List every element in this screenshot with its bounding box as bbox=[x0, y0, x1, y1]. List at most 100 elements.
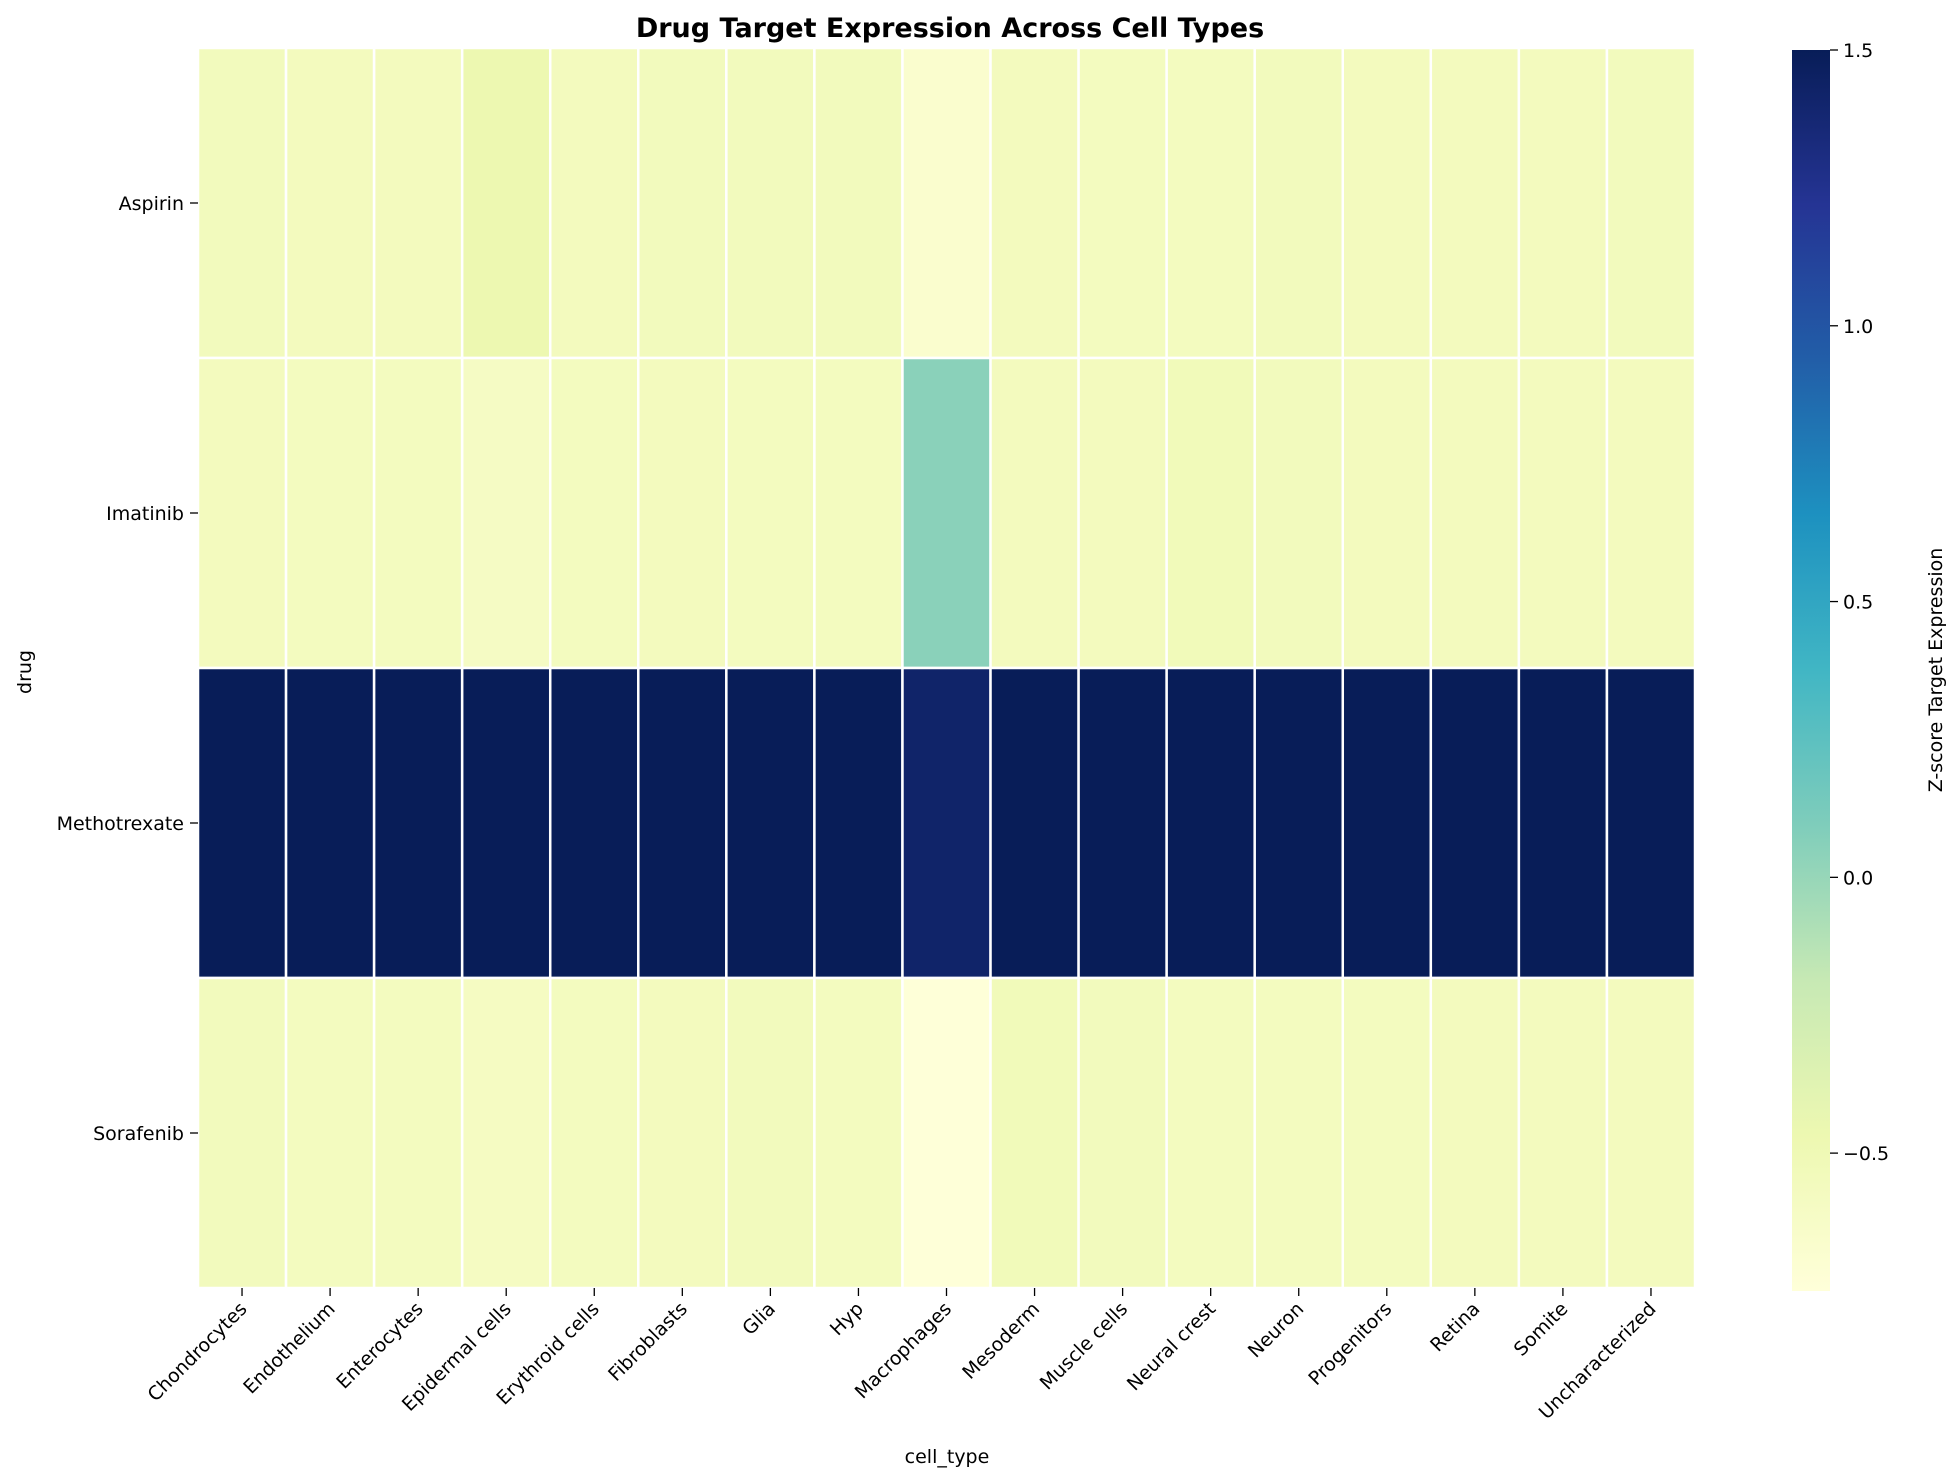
heatmap-cell-methotrexate-fibroblasts bbox=[637, 666, 728, 980]
y-axis-label: drug bbox=[14, 650, 36, 694]
heatmap-cell-methotrexate-glia bbox=[725, 666, 816, 980]
y-tick-label-methotrexate: Methotrexate bbox=[57, 813, 184, 835]
heatmap-cell-aspirin-retina bbox=[1429, 46, 1521, 360]
heatmap-cell-imatinib-enterocytes bbox=[372, 356, 464, 670]
heatmap-cell-sorafenib-mesoderm bbox=[989, 976, 1080, 1290]
x-tick-label-endothelium: Endothelium bbox=[239, 1298, 339, 1398]
heatmap-cell-methotrexate-uncharacterized bbox=[1605, 666, 1697, 980]
heatmap-cell-aspirin-endothelium bbox=[284, 46, 376, 360]
x-tick-label-neuron: Neuron bbox=[1244, 1298, 1308, 1362]
heatmap-cell-aspirin-erythroid-cells bbox=[548, 46, 640, 360]
heatmap-cell-methotrexate-neuron bbox=[1253, 666, 1345, 980]
heatmap-cell-imatinib-neural-crest bbox=[1165, 356, 1256, 670]
colorbar-tick-label: 1.0 bbox=[1843, 316, 1873, 338]
heatmap-cell-imatinib-uncharacterized bbox=[1605, 356, 1697, 670]
heatmap-cell-methotrexate-hyp bbox=[813, 666, 904, 980]
heatmap-cell-methotrexate-epidermal-cells bbox=[460, 666, 552, 980]
heatmap-cell-aspirin-epidermal-cells bbox=[460, 46, 552, 360]
heatmap-cell-methotrexate-muscle-cells bbox=[1077, 666, 1168, 980]
heatmap-cell-sorafenib-erythroid-cells bbox=[548, 976, 640, 1290]
heatmap-cell-methotrexate-neural-crest bbox=[1165, 666, 1256, 980]
x-tick-label-glia: Glia bbox=[738, 1298, 780, 1340]
colorbar-tick-label: 0.5 bbox=[1843, 592, 1873, 614]
heatmap-cell-sorafenib-neural-crest bbox=[1165, 976, 1256, 1290]
heatmap-cell-sorafenib-fibroblasts bbox=[637, 976, 728, 1290]
heatmap-cell-imatinib-glia bbox=[725, 356, 816, 670]
heatmap-cell-aspirin-enterocytes bbox=[372, 46, 464, 360]
heatmap-cell-imatinib-progenitors bbox=[1341, 356, 1433, 670]
heatmap-cell-methotrexate-retina bbox=[1429, 666, 1521, 980]
heatmap-cell-aspirin-somite bbox=[1517, 46, 1609, 360]
heatmap-cell-aspirin-neural-crest bbox=[1165, 46, 1256, 360]
heatmap-cell-sorafenib-uncharacterized bbox=[1605, 976, 1697, 1290]
heatmap-cell-imatinib-hyp bbox=[813, 356, 904, 670]
x-tick-label-hyp: Hyp bbox=[826, 1298, 868, 1340]
x-tick-label-fibroblasts: Fibroblasts bbox=[604, 1298, 692, 1386]
heatmap-cell-imatinib-macrophages bbox=[901, 356, 992, 670]
colorbar-ticks: 1.5 1.0 0.5 0.0 −0.5 bbox=[1830, 40, 1889, 1165]
heatmap-cell-aspirin-glia bbox=[725, 46, 816, 360]
heatmap-cells bbox=[196, 46, 1697, 1290]
heatmap-cell-imatinib-epidermal-cells bbox=[460, 356, 552, 670]
heatmap-cell-sorafenib-progenitors bbox=[1341, 976, 1433, 1290]
heatmap-cell-sorafenib-hyp bbox=[813, 976, 904, 1290]
heatmap-cell-imatinib-chondrocytes bbox=[196, 356, 288, 670]
heatmap-cell-aspirin-uncharacterized bbox=[1605, 46, 1697, 360]
y-axis: Aspirin Imatinib Methotrexate Sorafenib bbox=[57, 193, 198, 1145]
x-tick-label-muscle-cells: Muscle cells bbox=[1036, 1298, 1132, 1394]
heatmap-cell-methotrexate-erythroid-cells bbox=[548, 666, 640, 980]
y-tick-label-aspirin: Aspirin bbox=[119, 193, 184, 215]
heatmap-cell-methotrexate-enterocytes bbox=[372, 666, 464, 980]
heatmap-cell-sorafenib-somite bbox=[1517, 976, 1609, 1290]
y-tick-label-sorafenib: Sorafenib bbox=[93, 1123, 184, 1145]
heatmap-cell-methotrexate-chondrocytes bbox=[196, 666, 288, 980]
heatmap-cell-imatinib-fibroblasts bbox=[637, 356, 728, 670]
heatmap-cell-sorafenib-chondrocytes bbox=[196, 976, 288, 1290]
x-tick-label-retina: Retina bbox=[1426, 1298, 1484, 1356]
heatmap-cell-imatinib-retina bbox=[1429, 356, 1521, 670]
x-tick-label-chondrocytes: Chondrocytes bbox=[144, 1298, 252, 1406]
chart-title: Drug Target Expression Across Cell Types bbox=[636, 13, 1264, 44]
heatmap-cell-aspirin-hyp bbox=[813, 46, 904, 360]
heatmap-cell-aspirin-progenitors bbox=[1341, 46, 1433, 360]
colorbar-tick-label: −0.5 bbox=[1843, 1143, 1889, 1165]
x-tick-label-enterocytes: Enterocytes bbox=[332, 1298, 427, 1393]
heatmap-cell-aspirin-chondrocytes bbox=[196, 46, 288, 360]
heatmap-cell-imatinib-neuron bbox=[1253, 356, 1345, 670]
x-tick-label-somite: Somite bbox=[1510, 1298, 1573, 1361]
colorbar-tick-label: 1.5 bbox=[1843, 40, 1873, 62]
heatmap-cell-sorafenib-glia bbox=[725, 976, 816, 1290]
colorbar-label: Z-score Target Expression bbox=[1925, 548, 1947, 793]
x-tick-label-progenitors: Progenitors bbox=[1304, 1298, 1396, 1390]
heatmap-cell-aspirin-neuron bbox=[1253, 46, 1345, 360]
heatmap-cell-methotrexate-somite bbox=[1517, 666, 1609, 980]
heatmap-cell-aspirin-mesoderm bbox=[989, 46, 1080, 360]
heatmap-cell-aspirin-fibroblasts bbox=[637, 46, 728, 360]
heatmap-cell-methotrexate-endothelium bbox=[284, 666, 376, 980]
heatmap-cell-imatinib-endothelium bbox=[284, 356, 376, 670]
heatmap-cell-sorafenib-neuron bbox=[1253, 976, 1345, 1290]
heatmap-cell-sorafenib-endothelium bbox=[284, 976, 376, 1290]
x-axis: ChondrocytesEndotheliumEnterocytesEpider… bbox=[144, 1288, 1661, 1424]
heatmap-cell-imatinib-mesoderm bbox=[989, 356, 1080, 670]
heatmap-cell-imatinib-muscle-cells bbox=[1077, 356, 1168, 670]
x-axis-label: cell_type bbox=[905, 1446, 990, 1468]
heatmap-cell-methotrexate-progenitors bbox=[1341, 666, 1433, 980]
heatmap-cell-aspirin-muscle-cells bbox=[1077, 46, 1168, 360]
heatmap-cell-sorafenib-retina bbox=[1429, 976, 1521, 1290]
x-tick-label-neural-crest: Neural crest bbox=[1123, 1298, 1220, 1395]
heatmap-cell-methotrexate-macrophages bbox=[901, 666, 992, 980]
heatmap-cell-aspirin-macrophages bbox=[901, 46, 992, 360]
heatmap-cell-sorafenib-enterocytes bbox=[372, 976, 464, 1290]
colorbar bbox=[1792, 50, 1830, 1291]
heatmap-cell-methotrexate-mesoderm bbox=[989, 666, 1080, 980]
heatmap-cell-imatinib-somite bbox=[1517, 356, 1609, 670]
x-tick-label-mesoderm: Mesoderm bbox=[958, 1298, 1044, 1384]
y-tick-label-imatinib: Imatinib bbox=[106, 503, 184, 525]
heatmap-cell-sorafenib-muscle-cells bbox=[1077, 976, 1168, 1290]
heatmap-cell-sorafenib-macrophages bbox=[901, 976, 992, 1290]
heatmap-cell-sorafenib-epidermal-cells bbox=[460, 976, 552, 1290]
heatmap-cell-imatinib-erythroid-cells bbox=[548, 356, 640, 670]
colorbar-tick-label: 0.0 bbox=[1843, 867, 1873, 889]
